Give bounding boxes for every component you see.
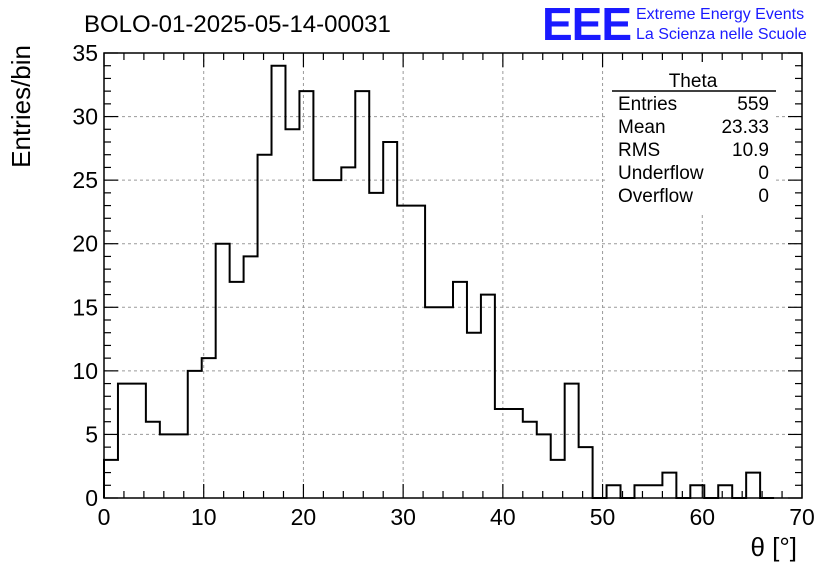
stats-row-value: 559: [737, 94, 769, 115]
chart-title: BOLO-01-2025-05-14-00031: [84, 11, 391, 38]
y-tick-label: 30: [72, 104, 98, 130]
stats-row-label: Overflow: [618, 186, 693, 207]
stats-row-value: 0: [758, 163, 769, 184]
y-tick-label: 10: [72, 358, 98, 384]
stats-box: Theta Entries 559 Mean 23.33 RMS 10.9 Underflo…: [608, 62, 776, 212]
axis-ticks: [103, 52, 803, 499]
stats-row-value: 23.33: [721, 117, 769, 138]
stats-row-label: RMS: [618, 140, 660, 161]
x-tick-label: 50: [590, 504, 616, 530]
stats-row-value: 10.9: [732, 140, 769, 161]
stats-row-value: 0: [758, 186, 769, 207]
eee-logo-line1: Extreme Energy Events: [636, 6, 804, 23]
x-tick-label: 40: [490, 504, 516, 530]
histogram-series: [103, 64, 775, 499]
x-tick-label: 70: [789, 504, 815, 530]
stats-row-label: Underflow: [618, 163, 704, 184]
y-tick-label: 5: [85, 421, 98, 447]
tick-labels: 0 10 20 30 40 50 60 70 0 5 10 15 20 25 30 35: [72, 40, 814, 530]
eee-logo-mark: EEE: [542, 0, 631, 50]
y-tick-label: 35: [72, 40, 98, 66]
eee-logo: EEE Extreme Energy Events La Scienza nel…: [542, 0, 807, 50]
plot-frame: [103, 52, 803, 499]
y-axis-label: Entries/bin: [6, 45, 36, 168]
eee-logo-line2: La Scienza nelle Scuole: [636, 26, 807, 43]
x-axis-label: θ [°]: [750, 532, 797, 562]
x-tick-label: 0: [98, 504, 111, 530]
stats-row-label: Entries: [618, 94, 677, 115]
x-tick-label: 20: [291, 504, 317, 530]
x-tick-label: 60: [689, 504, 715, 530]
y-tick-label: 0: [85, 485, 98, 511]
y-tick-label: 20: [72, 231, 98, 257]
y-tick-label: 25: [72, 167, 98, 193]
stats-row-label: Mean: [618, 117, 666, 138]
x-tick-label: 10: [191, 504, 217, 530]
y-tick-label: 15: [72, 294, 98, 320]
x-tick-label: 30: [390, 504, 416, 530]
stats-title: Theta: [669, 71, 718, 92]
